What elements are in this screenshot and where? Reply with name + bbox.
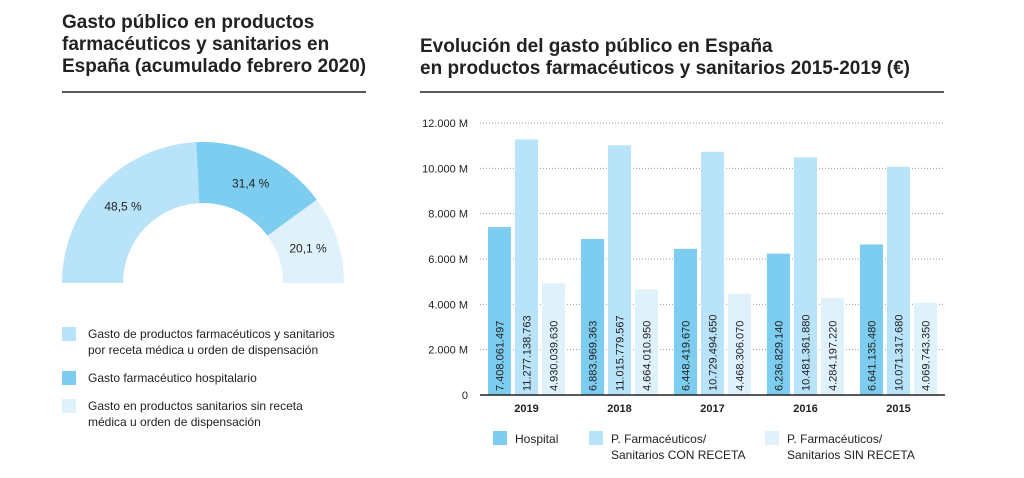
value-label: 10.481.361.880 [801,315,813,391]
bar [515,139,538,395]
bar [635,289,658,395]
bar [608,145,631,395]
legend-swatch [589,431,603,445]
value-label: 6.448.419.670 [681,321,693,391]
y-tick-label: 6.000 M [428,254,468,266]
pie-segment [62,142,200,283]
y-tick-label: 10.000 M [422,163,468,175]
value-label: 4.468.306.070 [735,321,747,391]
legend-swatch [62,327,76,341]
bar [821,297,844,395]
pie-title: Gasto público en productos farmacéuticos… [62,12,367,77]
bar-title: Evolución del gasto público en España en… [420,36,910,79]
x-tick-label: 2018 [607,403,631,415]
bar [542,283,565,395]
bars: 7.408.061.497 11.277.138.763 4.930.039.630… [488,139,937,395]
legend-label: Gasto farmacéutico hospitalario [88,371,257,385]
legend-swatch [765,431,779,445]
value-label: 6.641.135.480 [867,321,879,391]
value-label: 10.729.494.650 [708,315,720,391]
y-tick-label: 2.000 M [428,345,468,357]
value-label: 10.071.317.680 [894,315,906,391]
pie-segment [196,142,317,236]
bar [701,151,724,395]
y-tick-label: 8.000 M [428,209,468,221]
bar [914,302,937,395]
bar [581,238,604,395]
x-tick-label: 2016 [793,403,817,415]
x-tick-label: 2017 [700,403,724,415]
value-label: 31,4 % [232,176,270,190]
legend-swatch [493,431,507,445]
legend-label: Gasto en productos sanitarios sin receta… [88,399,303,429]
bar [794,157,817,395]
x-tick-label: 2019 [514,403,538,415]
legend-label: Gasto de productos farmacéuticos y sanit… [88,327,335,357]
value-label: 20,1 % [289,242,327,256]
y-tick-label: 12.000 M [422,118,468,130]
value-label: 4.930.039.630 [549,321,561,391]
pie-segment [267,199,344,283]
value-label: 48,5 % [104,200,142,214]
value-label: 7.408.061.497 [495,321,507,391]
value-label: 11.277.138.763 [522,315,534,391]
legend-label: Hospital [515,432,559,446]
legend-swatch [62,371,76,385]
legend-swatch [62,399,76,413]
bar [860,244,883,395]
x-tick-label: 2015 [886,403,910,415]
legend-label: P. Farmacéuticos/ Sanitarios CON RECETA [611,432,746,462]
bar [728,293,751,395]
value-label: 11.015.779.567 [615,315,627,391]
y-tick-label: 0 [462,390,468,402]
value-label: 4.069.743.350 [921,321,933,391]
value-label: 6.883.969.363 [588,321,600,391]
value-label: 4.284.197.220 [828,321,840,391]
bar [887,166,910,395]
value-label: 6.236.829.140 [774,321,786,391]
y-tick-label: 4.000 M [428,299,468,311]
bar [488,227,511,395]
bar [674,248,697,395]
value-label: 4.664.010.950 [642,321,654,391]
bar [767,253,790,395]
legend-label: P. Farmacéuticos/ Sanitarios SIN RECETA [787,432,915,462]
